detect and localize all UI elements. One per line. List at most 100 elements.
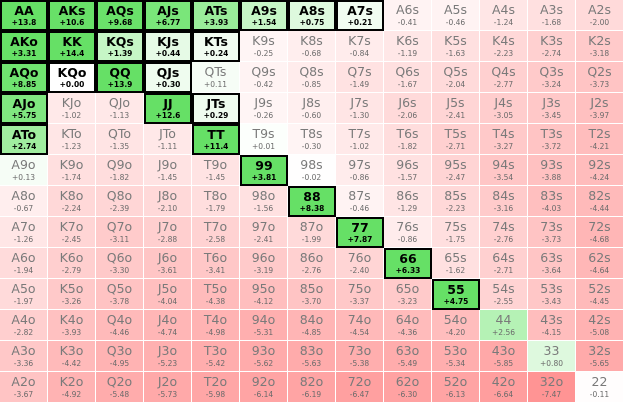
hand-cell-k3o[interactable]: K3o -4.42 (48, 341, 96, 372)
hand-cell-53o[interactable]: 53o -5.34 (432, 341, 480, 372)
hand-cell-k4s[interactable]: K4s -2.23 (480, 31, 528, 62)
hand-cell-43s[interactable]: 43s -4.15 (528, 310, 576, 341)
hand-cell-k4o[interactable]: K4o -3.93 (48, 310, 96, 341)
hand-cell-75s[interactable]: 75s -1.75 (432, 217, 480, 248)
hand-cell-92o[interactable]: 92o -6.14 (240, 372, 288, 403)
hand-cell-qjo[interactable]: QJo -1.13 (96, 93, 144, 124)
hand-cell-q5s[interactable]: Q5s -2.04 (432, 62, 480, 93)
hand-cell-a8s[interactable]: A8s +0.75 (288, 0, 336, 31)
hand-cell-kts[interactable]: KTs +0.24 (192, 31, 240, 62)
hand-cell-63o[interactable]: 63o -5.49 (384, 341, 432, 372)
hand-cell-jj[interactable]: JJ +12.6 (144, 93, 192, 124)
hand-cell-j5o[interactable]: J5o -4.04 (144, 279, 192, 310)
hand-cell-99[interactable]: 99 +3.81 (240, 155, 288, 186)
hand-cell-t3o[interactable]: T3o -5.42 (192, 341, 240, 372)
hand-cell-q2o[interactable]: Q2o -5.48 (96, 372, 144, 403)
hand-cell-qto[interactable]: QTo -1.35 (96, 124, 144, 155)
hand-cell-54s[interactable]: 54s -2.55 (480, 279, 528, 310)
hand-cell-93o[interactable]: 93o -5.62 (240, 341, 288, 372)
hand-cell-94o[interactable]: 94o -5.31 (240, 310, 288, 341)
hand-cell-k8o[interactable]: K8o -2.24 (48, 186, 96, 217)
hand-cell-q9o[interactable]: Q9o -1.82 (96, 155, 144, 186)
hand-cell-ajo[interactable]: AJo +5.75 (0, 93, 48, 124)
hand-cell-k2s[interactable]: K2s -3.18 (576, 31, 624, 62)
hand-cell-q2s[interactable]: Q2s -3.73 (576, 62, 624, 93)
hand-cell-q9s[interactable]: Q9s -0.42 (240, 62, 288, 93)
hand-cell-qq[interactable]: QQ +13.9 (96, 62, 144, 93)
hand-cell-t5s[interactable]: T5s -2.71 (432, 124, 480, 155)
hand-cell-q5o[interactable]: Q5o -3.78 (96, 279, 144, 310)
hand-cell-k5s[interactable]: K5s -1.63 (432, 31, 480, 62)
hand-cell-j9o[interactable]: J9o -1.45 (144, 155, 192, 186)
hand-cell-kk[interactable]: KK +14.4 (48, 31, 96, 62)
hand-cell-63s[interactable]: 63s -3.64 (528, 248, 576, 279)
hand-cell-ako[interactable]: AKo +3.31 (0, 31, 48, 62)
hand-cell-j4s[interactable]: J4s -3.05 (480, 93, 528, 124)
hand-cell-j9s[interactable]: J9s -0.26 (240, 93, 288, 124)
hand-cell-q7o[interactable]: Q7o -3.11 (96, 217, 144, 248)
hand-cell-66[interactable]: 66 +6.33 (384, 248, 432, 279)
hand-cell-85o[interactable]: 85o -3.70 (288, 279, 336, 310)
hand-cell-a3o[interactable]: A3o -3.36 (0, 341, 48, 372)
hand-cell-42s[interactable]: 42s -5.08 (576, 310, 624, 341)
hand-cell-a7o[interactable]: A7o -1.26 (0, 217, 48, 248)
hand-cell-j6s[interactable]: J6s -2.06 (384, 93, 432, 124)
hand-cell-74s[interactable]: 74s -2.76 (480, 217, 528, 248)
hand-cell-a6s[interactable]: A6s -0.41 (384, 0, 432, 31)
hand-cell-96s[interactable]: 96s -1.57 (384, 155, 432, 186)
hand-cell-a3s[interactable]: A3s -1.68 (528, 0, 576, 31)
hand-cell-j7o[interactable]: J7o -2.88 (144, 217, 192, 248)
hand-cell-j2o[interactable]: J2o -5.73 (144, 372, 192, 403)
hand-cell-t5o[interactable]: T5o -4.38 (192, 279, 240, 310)
hand-cell-q4o[interactable]: Q4o -4.46 (96, 310, 144, 341)
hand-cell-64o[interactable]: 64o -4.36 (384, 310, 432, 341)
hand-cell-j3o[interactable]: J3o -5.23 (144, 341, 192, 372)
hand-cell-t9s[interactable]: T9s +0.01 (240, 124, 288, 155)
hand-cell-84o[interactable]: 84o -4.85 (288, 310, 336, 341)
hand-cell-t3s[interactable]: T3s -3.72 (528, 124, 576, 155)
hand-cell-j7s[interactable]: J7s -1.30 (336, 93, 384, 124)
hand-cell-ats[interactable]: ATs +3.93 (192, 0, 240, 31)
hand-cell-a9o[interactable]: A9o +0.13 (0, 155, 48, 186)
hand-cell-t7o[interactable]: T7o -2.58 (192, 217, 240, 248)
hand-cell-k7s[interactable]: K7s -0.84 (336, 31, 384, 62)
hand-cell-t2s[interactable]: T2s -4.21 (576, 124, 624, 155)
hand-cell-75o[interactable]: 75o -3.37 (336, 279, 384, 310)
hand-cell-q8o[interactable]: Q8o -2.39 (96, 186, 144, 217)
hand-cell-t8s[interactable]: T8s -0.30 (288, 124, 336, 155)
hand-cell-54o[interactable]: 54o -4.20 (432, 310, 480, 341)
hand-cell-aa[interactable]: AA +13.8 (0, 0, 48, 31)
hand-cell-j4o[interactable]: J4o -4.74 (144, 310, 192, 341)
hand-cell-98s[interactable]: 98s -0.02 (288, 155, 336, 186)
hand-cell-j3s[interactable]: J3s -3.45 (528, 93, 576, 124)
hand-cell-86s[interactable]: 86s -1.29 (384, 186, 432, 217)
hand-cell-73s[interactable]: 73s -3.73 (528, 217, 576, 248)
hand-cell-kto[interactable]: KTo -1.23 (48, 124, 96, 155)
hand-cell-32s[interactable]: 32s -5.65 (576, 341, 624, 372)
hand-cell-aqo[interactable]: AQo +8.85 (0, 62, 48, 93)
hand-cell-tt[interactable]: TT +11.4 (192, 124, 240, 155)
hand-cell-55[interactable]: 55 +4.75 (432, 279, 480, 310)
hand-cell-k3s[interactable]: K3s -2.74 (528, 31, 576, 62)
hand-cell-kjo[interactable]: KJo -1.02 (48, 93, 96, 124)
hand-cell-a7s[interactable]: A7s +0.21 (336, 0, 384, 31)
hand-cell-t6o[interactable]: T6o -3.41 (192, 248, 240, 279)
hand-cell-a2o[interactable]: A2o -3.67 (0, 372, 48, 403)
hand-cell-a4o[interactable]: A4o -2.82 (0, 310, 48, 341)
hand-cell-aqs[interactable]: AQs +9.68 (96, 0, 144, 31)
hand-cell-j6o[interactable]: J6o -3.61 (144, 248, 192, 279)
hand-cell-qts[interactable]: QTs +0.11 (192, 62, 240, 93)
hand-cell-74o[interactable]: 74o -4.54 (336, 310, 384, 341)
hand-cell-jts[interactable]: JTs +0.29 (192, 93, 240, 124)
hand-cell-72o[interactable]: 72o -6.47 (336, 372, 384, 403)
hand-cell-33[interactable]: 33 +0.80 (528, 341, 576, 372)
hand-cell-65s[interactable]: 65s -1.62 (432, 248, 480, 279)
hand-cell-96o[interactable]: 96o -3.19 (240, 248, 288, 279)
hand-cell-77[interactable]: 77 +7.87 (336, 217, 384, 248)
hand-cell-a8o[interactable]: A8o -0.67 (0, 186, 48, 217)
hand-cell-a9s[interactable]: A9s +1.54 (240, 0, 288, 31)
hand-cell-52s[interactable]: 52s -4.45 (576, 279, 624, 310)
hand-cell-k2o[interactable]: K2o -4.92 (48, 372, 96, 403)
hand-cell-64s[interactable]: 64s -2.71 (480, 248, 528, 279)
hand-cell-87s[interactable]: 87s -0.46 (336, 186, 384, 217)
